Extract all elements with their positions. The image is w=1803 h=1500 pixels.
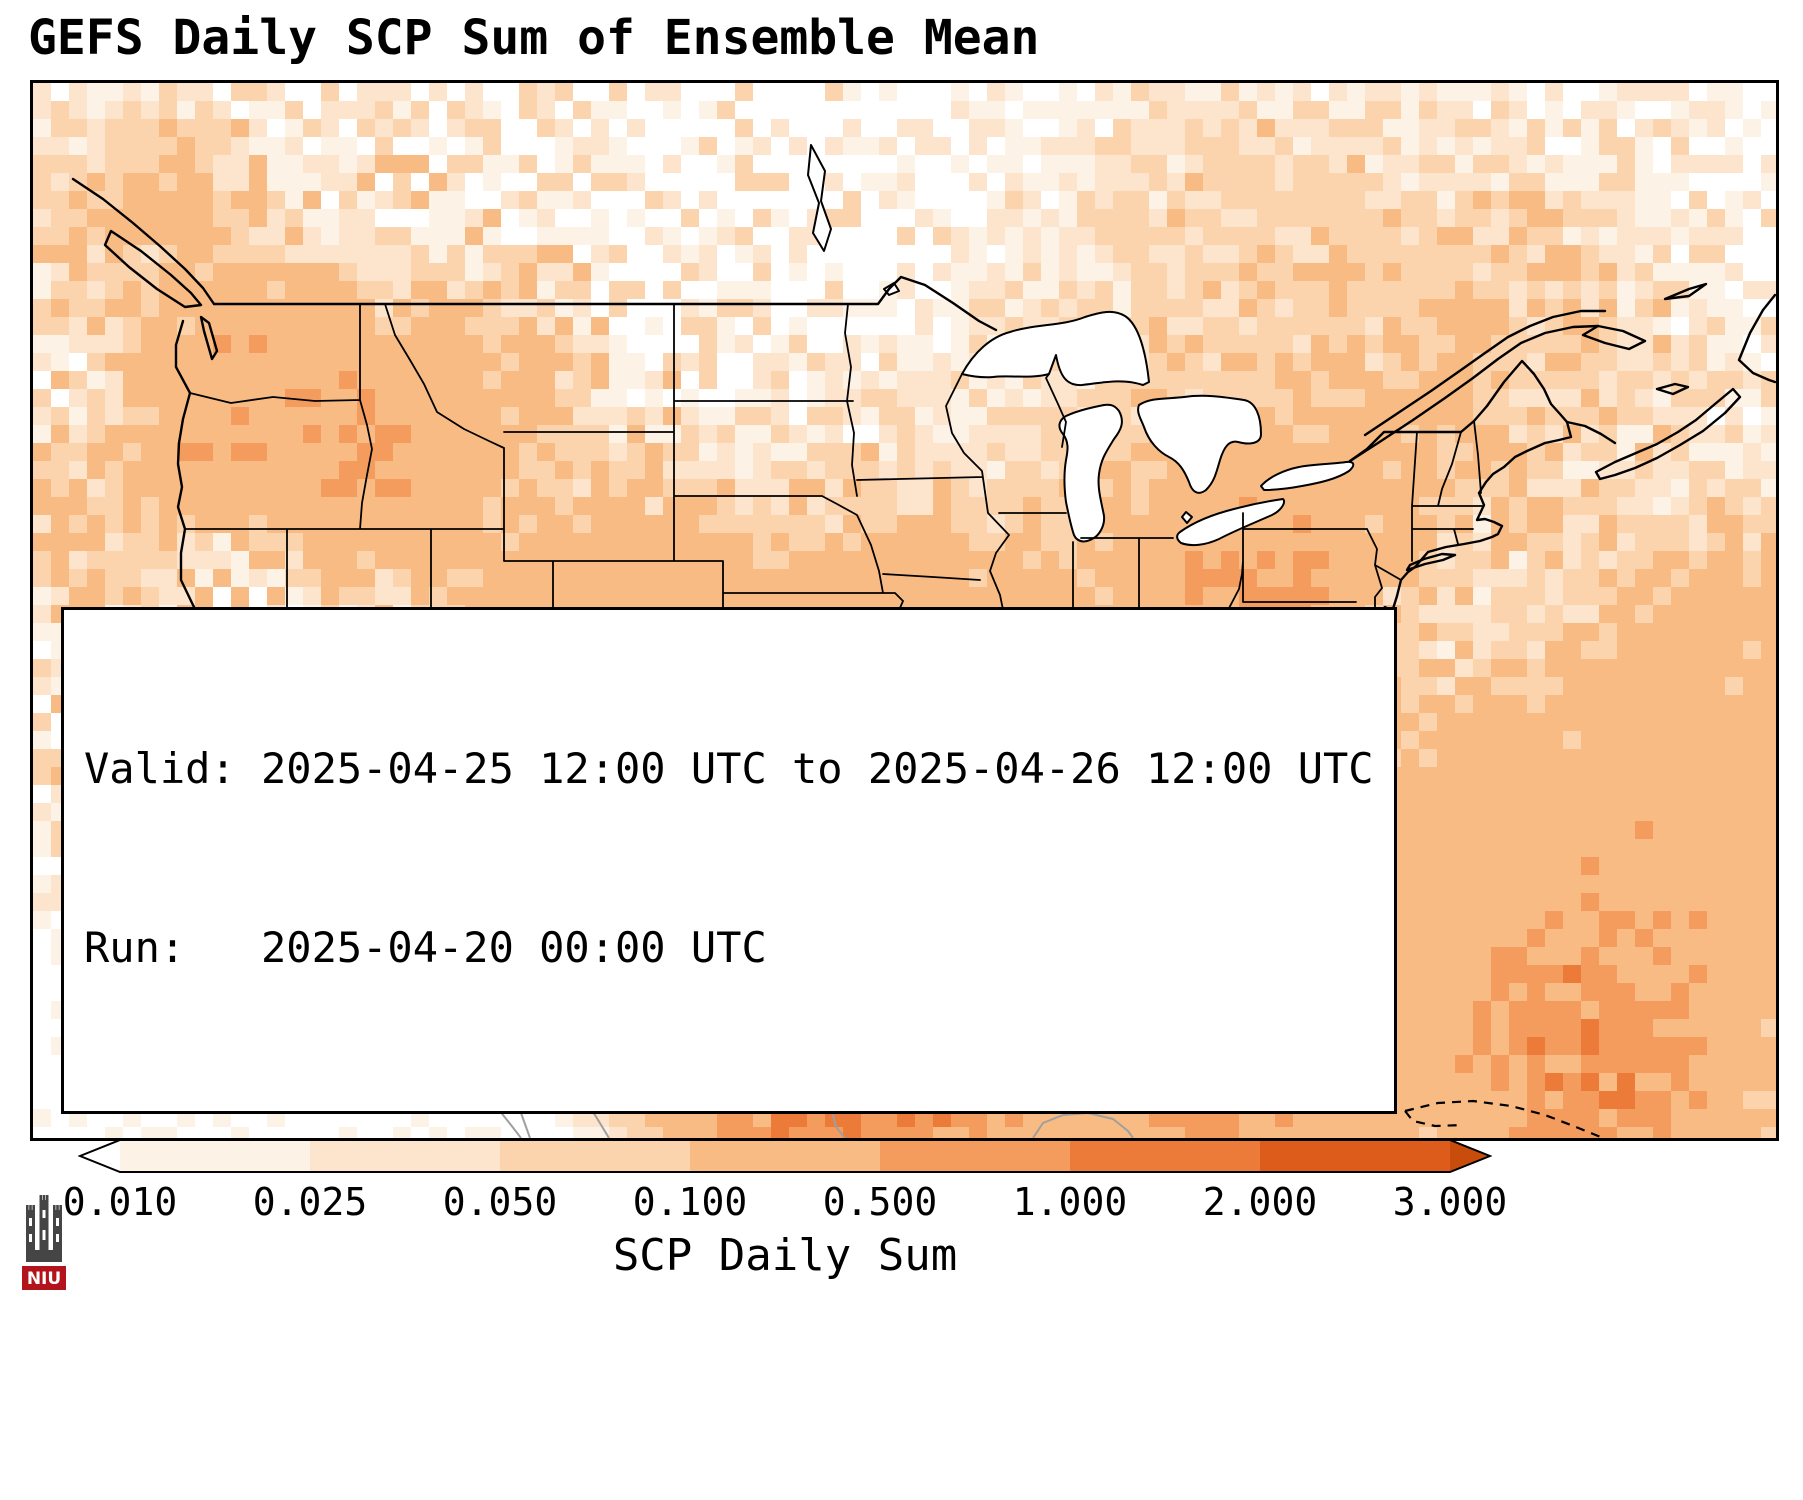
- valid-line: Valid: 2025-04-25 12:00 UTC to 2025-04-2…: [84, 744, 1374, 794]
- colorbar-under-arrow: [80, 1140, 120, 1172]
- gaspe-peninsula: [1581, 324, 1647, 351]
- run-line: Run: 2025-04-20 00:00 UTC: [84, 923, 767, 973]
- lake-winnipeg: [807, 144, 832, 252]
- cuba-coastline: [1404, 1099, 1604, 1138]
- canada-border-west: [212, 275, 998, 332]
- colorbar-tick: 0.025: [252, 1180, 368, 1224]
- great-lakes: [807, 144, 1355, 547]
- colorbar-tick: 1.000: [1012, 1180, 1128, 1224]
- logo-red-band: [22, 1266, 66, 1290]
- colorbar-tick: 3.000: [1392, 1180, 1508, 1224]
- castle-icon: [26, 1195, 62, 1262]
- colorbar-tick: 0.100: [632, 1180, 748, 1224]
- map-axes: Valid: 2025-04-25 12:00 UTC to 2025-04-2…: [30, 80, 1779, 1141]
- lake-huron: [1137, 394, 1262, 494]
- lake-st-clair: [1181, 511, 1193, 524]
- canada-border-east: [1348, 359, 1569, 463]
- colorbar-tick: 0.500: [822, 1180, 938, 1224]
- figure-title: GEFS Daily SCP Sum of Ensemble Mean: [28, 10, 1040, 66]
- lake-erie: [1176, 498, 1285, 547]
- nova-scotia: [1594, 387, 1742, 481]
- newfoundland-coast: [1737, 293, 1776, 384]
- colorbar-ticks: 0.010 0.025 0.050 0.100 0.500 1.000 2.000 3.000: [63, 1180, 1507, 1230]
- validity-info-box: Valid: 2025-04-25 12:00 UTC to 2025-04-2…: [61, 607, 1397, 1114]
- colorbar-label: SCP Daily Sum: [612, 1230, 958, 1281]
- anticosti-island: [1663, 282, 1708, 301]
- vancouver-island: [103, 229, 203, 309]
- colorbar-over-arrow: [1450, 1140, 1490, 1172]
- colorbar: [78, 1139, 1492, 1173]
- colorbar-tick: 2.000: [1202, 1180, 1318, 1224]
- long-island: [1405, 552, 1457, 572]
- niu-logo: NIU: [22, 1195, 66, 1290]
- prince-edward-island: [1655, 382, 1690, 396]
- lake-ontario: [1260, 460, 1355, 491]
- puget-sound: [199, 315, 219, 361]
- bay-of-fundy-coast: [1565, 420, 1617, 445]
- colorbar-tick: 0.050: [442, 1180, 558, 1224]
- st-lawrence-river: [1348, 309, 1607, 463]
- british-columbia-coast: [71, 177, 216, 306]
- lake-michigan: [1058, 403, 1123, 543]
- lake-superior: [961, 310, 1150, 387]
- logo-text: NIU: [27, 1269, 61, 1289]
- colorbar-tick: 0.010: [62, 1180, 178, 1224]
